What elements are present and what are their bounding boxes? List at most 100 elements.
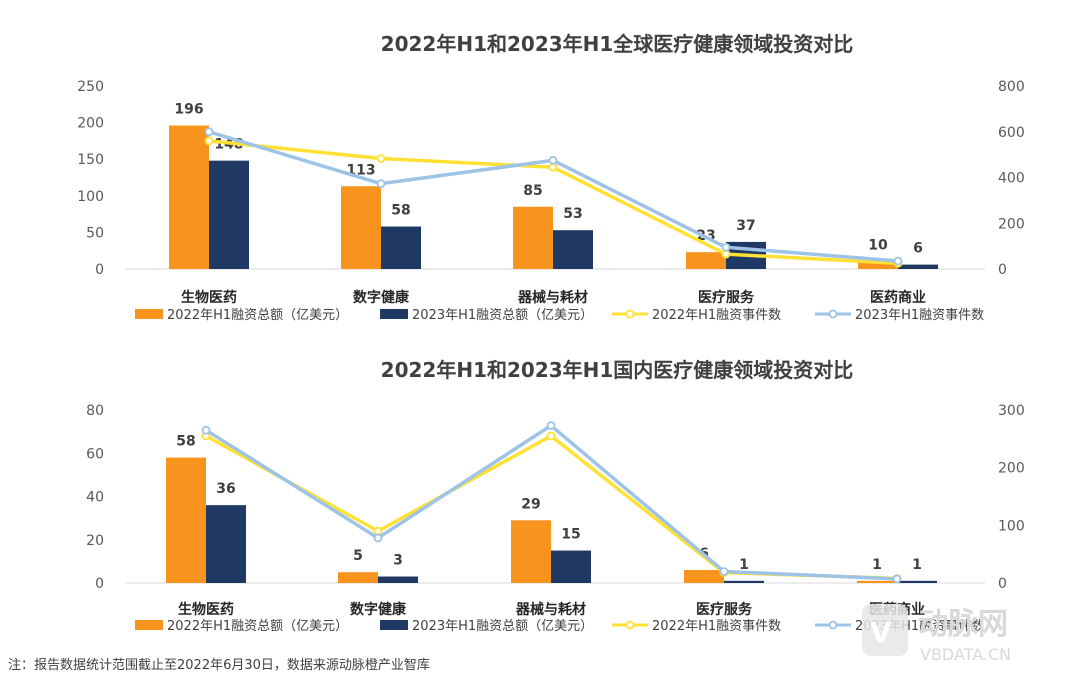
bar-2023	[724, 580, 764, 583]
bar-2023	[381, 226, 421, 269]
y-left-tick-label: 0	[95, 576, 104, 592]
bar-2022	[513, 206, 553, 269]
line-point-2023	[204, 127, 214, 137]
category-label: 医药商业	[870, 289, 926, 306]
category-label: 器械与耗材	[515, 601, 586, 618]
data-label-2022: 29	[521, 496, 540, 512]
y-left-tick-label: 20	[86, 533, 104, 549]
svg-text:V: V	[870, 616, 892, 649]
chart-title: 2022年H1和2023年H1全球医疗健康领域投资对比	[381, 32, 854, 56]
category-label: 数字健康	[350, 601, 407, 618]
line-point-2022	[546, 431, 556, 441]
watermark: V 动脉网 VBDATA.CN	[856, 598, 1076, 668]
category-label: 医疗服务	[696, 601, 753, 618]
line-point-2023	[201, 425, 211, 435]
bar-2022	[511, 520, 551, 583]
bar-2023	[378, 576, 418, 583]
legend-label: 2022年H1融资事件数	[652, 308, 781, 323]
y-right-tick-label: 200	[998, 461, 1025, 477]
data-label-2023: 36	[216, 481, 235, 497]
y-right-tick-label: 0	[998, 262, 1007, 278]
data-label-2023: 1	[739, 557, 749, 573]
bar-2022	[341, 186, 381, 269]
line-point-2022	[548, 162, 558, 172]
category-label: 生物医药	[181, 289, 237, 306]
bar-2023	[551, 550, 591, 583]
data-label-2023: 58	[391, 203, 410, 219]
data-label-2023: 6	[913, 241, 923, 257]
category-label: 医疗服务	[698, 289, 755, 306]
bar-2023	[206, 505, 246, 583]
data-label-2023: 15	[561, 527, 580, 543]
data-label-2023: 53	[563, 206, 582, 222]
line-point-2022	[204, 136, 214, 146]
line-point-2022	[373, 526, 383, 536]
line-point-2023	[376, 179, 386, 189]
legend-swatch-bar	[135, 620, 163, 630]
bar-2022	[858, 261, 898, 269]
legend-swatch-marker	[625, 620, 635, 630]
data-label-2022: 85	[523, 183, 542, 199]
data-label-2022: 1	[872, 557, 882, 573]
bar-2022	[857, 580, 897, 583]
y-right-tick-label: 200	[998, 216, 1025, 232]
bar-2022	[338, 572, 378, 583]
bar-2023	[897, 580, 937, 583]
data-label-2023: 37	[736, 218, 755, 234]
y-left-tick-label: 60	[86, 446, 104, 462]
legend-label: 2022年H1融资总额（亿美元）	[167, 619, 348, 634]
line-point-2023	[719, 567, 729, 576]
chart-title: 2022年H1和2023年H1国内医疗健康领域投资对比	[381, 358, 854, 382]
bar-2022	[686, 252, 726, 269]
watermark-logo-icon: V 动脉网 VBDATA.CN	[862, 604, 1011, 664]
legend-swatch-bar	[380, 309, 408, 319]
bar-2022	[169, 125, 209, 269]
bar-2023	[553, 230, 593, 269]
y-right-tick-label: 100	[998, 518, 1025, 534]
chart-1: 2022年H1和2023年H1全球医疗健康领域投资对比0501001502002…	[77, 32, 1024, 323]
y-left-tick-label: 100	[77, 189, 104, 205]
category-label: 数字健康	[353, 289, 410, 306]
legend-label: 2022年H1融资总额（亿美元）	[167, 308, 348, 323]
data-label-2022: 5	[353, 548, 363, 564]
bar-2022	[166, 457, 206, 583]
y-left-tick-label: 40	[86, 490, 104, 506]
y-left-tick-label: 200	[77, 116, 104, 132]
legend-swatch-marker	[828, 309, 838, 319]
line-point-2023	[548, 155, 558, 165]
line-point-2023	[721, 242, 731, 252]
legend-label: 2023年H1融资事件数	[855, 308, 984, 323]
legend-label: 2023年H1融资总额（亿美元）	[412, 619, 593, 634]
watermark-brand: 动脉网	[918, 607, 1008, 642]
category-label: 生物医药	[178, 601, 234, 618]
line-point-2023	[546, 421, 556, 430]
legend-swatch-bar	[380, 620, 408, 630]
data-label-2022: 58	[176, 434, 195, 450]
y-left-tick-label: 0	[95, 262, 104, 278]
y-right-tick-label: 0	[998, 576, 1007, 592]
data-label-2023: 1	[912, 557, 922, 573]
line-point-2023	[892, 574, 902, 584]
y-right-tick-label: 400	[998, 171, 1025, 187]
bar-2023	[209, 160, 249, 269]
legend-label: 2022年H1融资事件数	[652, 619, 781, 634]
data-label-2022: 10	[868, 238, 888, 254]
y-left-tick-label: 250	[77, 79, 104, 95]
line-point-2022	[376, 154, 386, 163]
y-right-tick-label: 800	[998, 79, 1025, 95]
data-label-2022: 196	[174, 102, 203, 118]
y-left-tick-label: 150	[77, 152, 104, 168]
line-point-2022	[721, 249, 731, 259]
legend-label: 2023年H1融资总额（亿美元）	[412, 308, 593, 323]
legend-swatch-marker	[828, 620, 838, 630]
line-point-2023	[373, 533, 383, 543]
watermark-url: VBDATA.CN	[920, 645, 1011, 664]
category-label: 器械与耗材	[517, 289, 588, 306]
y-right-tick-label: 600	[998, 125, 1025, 141]
bar-2023	[898, 264, 938, 269]
legend-swatch-marker	[625, 309, 635, 319]
y-right-tick-label: 300	[998, 403, 1025, 419]
data-label-2023: 3	[393, 553, 403, 569]
